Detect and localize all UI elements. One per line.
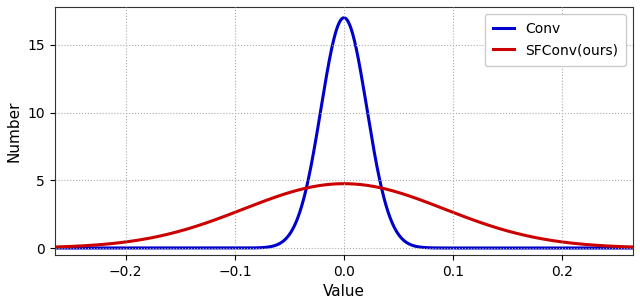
SFConv(ours) [625,245,632,249]
Conv [284,234,292,238]
Line: Conv: Conv [0,18,640,248]
Conv [340,16,348,20]
Conv [251,246,259,250]
SFConv(ours) [340,182,348,185]
X-axis label: Value: Value [323,284,365,299]
Conv [91,246,99,250]
SFConv(ours) [284,191,292,195]
SFConv(ours) [91,243,99,247]
SFConv(ours) [45,245,53,249]
Conv [625,246,632,250]
Y-axis label: Number: Number [7,100,22,162]
Legend: Conv, SFConv(ours): Conv, SFConv(ours) [484,14,626,65]
Conv [45,246,53,250]
SFConv(ours) [251,203,259,207]
Line: SFConv(ours): SFConv(ours) [0,184,640,248]
